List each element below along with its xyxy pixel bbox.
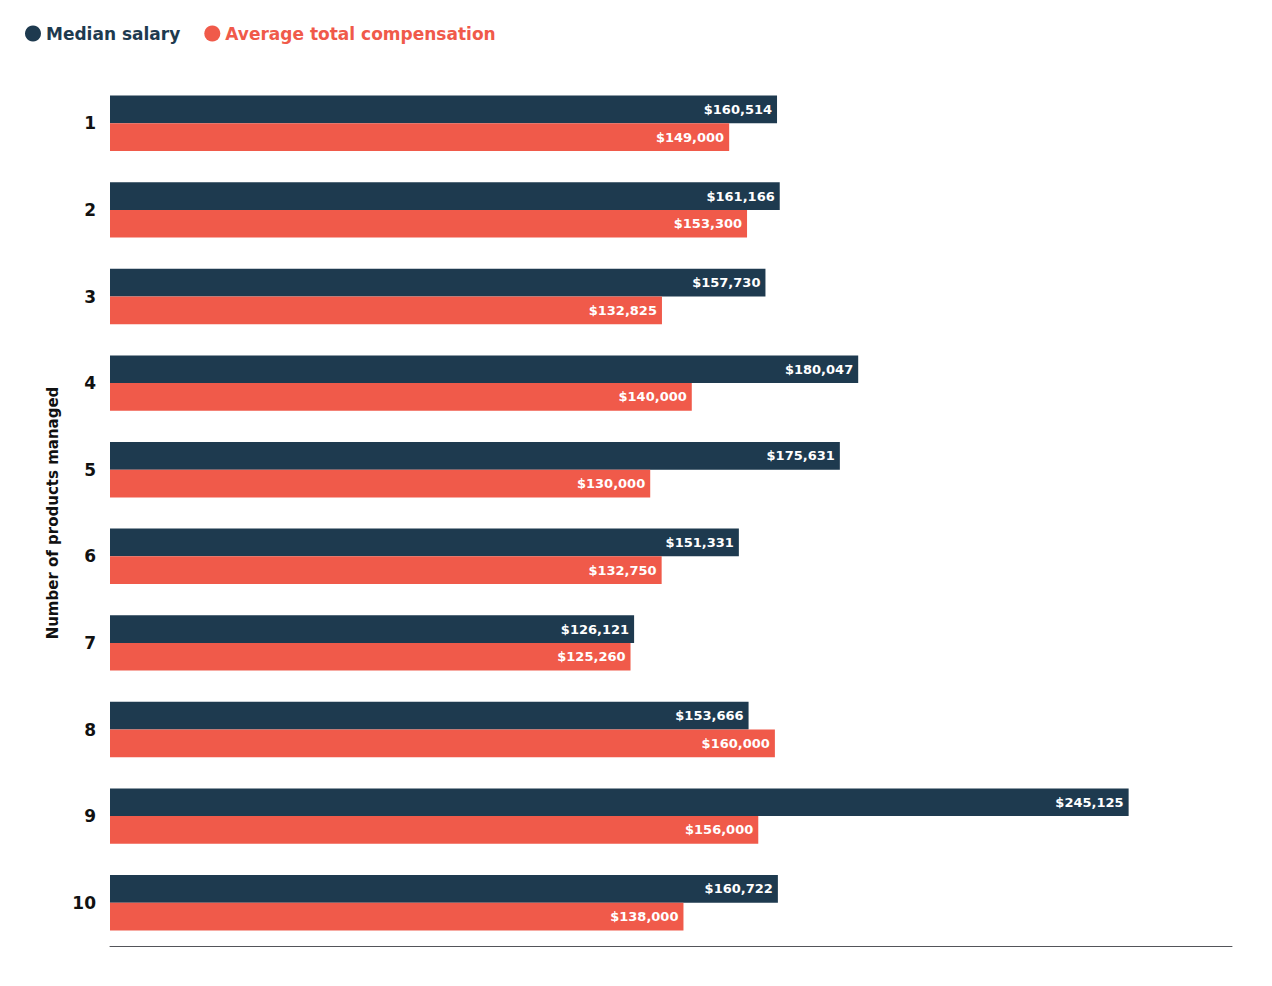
svg-text:9: 9	[84, 806, 96, 826]
svg-text:$160,722: $160,722	[705, 881, 773, 896]
svg-text:$140,000: $140,000	[619, 389, 687, 404]
svg-text:$160,514: $160,514	[704, 102, 772, 117]
svg-text:Average total compensation: Average total compensation	[225, 24, 495, 44]
svg-text:$161,166: $161,166	[706, 189, 774, 204]
svg-text:$125,260: $125,260	[557, 649, 625, 664]
svg-text:5: 5	[84, 460, 96, 480]
svg-text:$156,000: $156,000	[685, 822, 753, 837]
svg-text:$175,631: $175,631	[767, 448, 835, 463]
svg-text:1: 1	[84, 113, 96, 133]
svg-text:$126,121: $126,121	[561, 622, 629, 637]
svg-text:$132,750: $132,750	[588, 563, 656, 578]
svg-text:$151,331: $151,331	[666, 535, 734, 550]
svg-text:$160,000: $160,000	[702, 736, 770, 751]
svg-text:$157,730: $157,730	[692, 275, 760, 290]
svg-text:$138,000: $138,000	[610, 909, 678, 924]
svg-text:2: 2	[84, 200, 96, 220]
svg-text:Median salary: Median salary	[46, 24, 180, 44]
svg-text:$245,125: $245,125	[1055, 795, 1123, 810]
svg-text:6: 6	[84, 546, 96, 566]
svg-text:$149,000: $149,000	[656, 130, 724, 145]
svg-text:$180,047: $180,047	[785, 362, 853, 377]
svg-text:$153,666: $153,666	[675, 708, 743, 723]
svg-text:$130,000: $130,000	[577, 476, 645, 491]
svg-text:Number of products managed: Number of products managed	[44, 387, 62, 640]
svg-text:3: 3	[84, 287, 96, 307]
svg-text:7: 7	[84, 633, 96, 653]
svg-text:4: 4	[84, 373, 96, 393]
svg-text:$153,300: $153,300	[674, 216, 742, 231]
svg-text:$132,825: $132,825	[589, 303, 657, 318]
svg-text:8: 8	[84, 720, 96, 740]
svg-text:10: 10	[72, 893, 96, 913]
